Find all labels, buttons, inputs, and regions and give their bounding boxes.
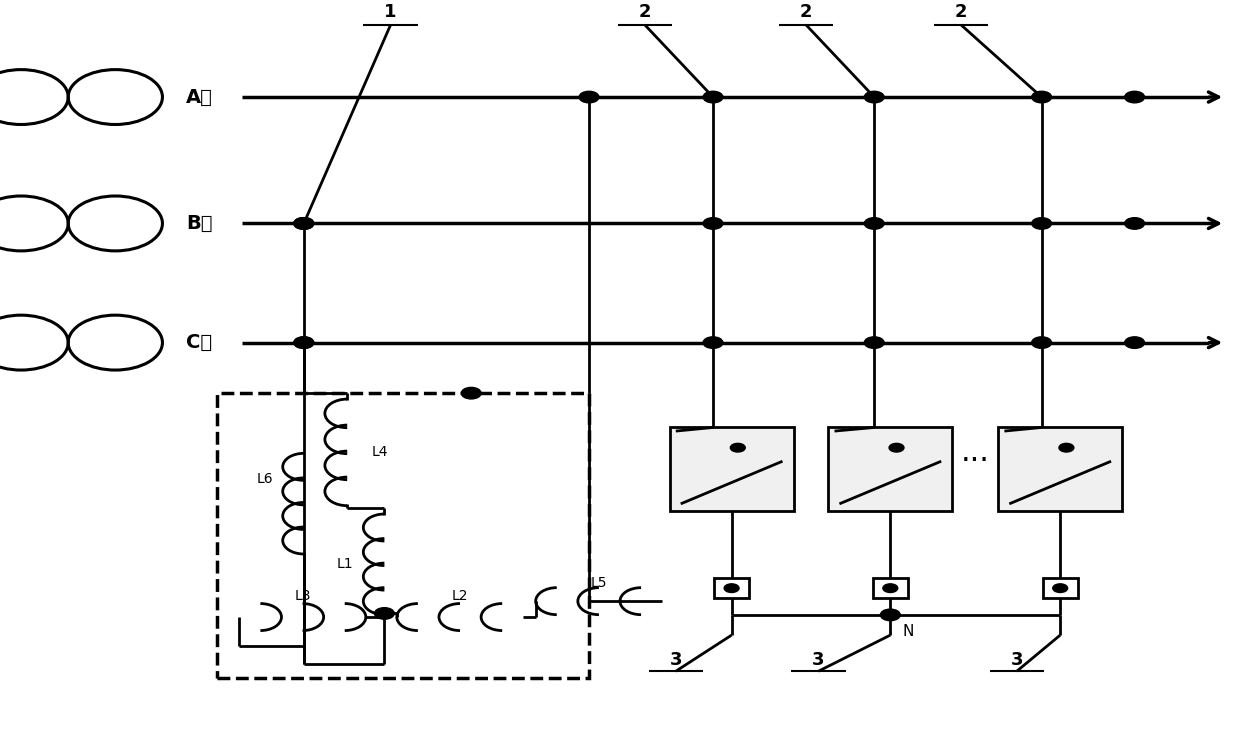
Circle shape — [703, 337, 723, 348]
Circle shape — [883, 584, 898, 593]
Circle shape — [1032, 218, 1052, 229]
Circle shape — [1053, 584, 1068, 593]
Text: 1: 1 — [384, 3, 397, 21]
Circle shape — [294, 218, 314, 229]
Circle shape — [864, 337, 884, 348]
Text: 3: 3 — [670, 651, 682, 669]
Bar — [714, 578, 749, 599]
Bar — [217, 393, 589, 679]
Circle shape — [461, 387, 481, 399]
Text: L2: L2 — [451, 588, 469, 603]
Bar — [998, 427, 1122, 510]
Text: 3: 3 — [812, 651, 825, 669]
Text: 3: 3 — [1011, 651, 1023, 669]
Circle shape — [579, 91, 599, 103]
Circle shape — [880, 609, 900, 620]
Text: L1: L1 — [337, 558, 353, 572]
Text: L6: L6 — [257, 472, 273, 486]
Text: N: N — [903, 623, 914, 639]
Circle shape — [1032, 337, 1052, 348]
Circle shape — [1125, 337, 1145, 348]
Bar — [873, 578, 908, 599]
Circle shape — [374, 608, 394, 619]
Text: 2: 2 — [955, 3, 967, 21]
Circle shape — [703, 91, 723, 103]
Circle shape — [889, 443, 904, 452]
Circle shape — [864, 91, 884, 103]
Bar — [1043, 578, 1078, 599]
Circle shape — [294, 337, 314, 348]
Text: L3: L3 — [294, 588, 311, 603]
Circle shape — [294, 337, 314, 348]
Text: A相: A相 — [186, 87, 213, 106]
Circle shape — [1125, 91, 1145, 103]
Bar — [670, 427, 794, 510]
Circle shape — [294, 218, 314, 229]
Circle shape — [730, 443, 745, 452]
Circle shape — [864, 218, 884, 229]
Circle shape — [1125, 218, 1145, 229]
Text: C相: C相 — [186, 333, 212, 352]
Circle shape — [703, 218, 723, 229]
Text: L4: L4 — [372, 445, 388, 459]
Circle shape — [294, 218, 314, 229]
Bar — [828, 427, 952, 510]
Text: 2: 2 — [800, 3, 812, 21]
Text: 2: 2 — [639, 3, 651, 21]
Text: ···: ··· — [961, 448, 990, 476]
Circle shape — [724, 584, 739, 593]
Text: L5: L5 — [590, 577, 608, 590]
Circle shape — [1059, 443, 1074, 452]
Circle shape — [1032, 91, 1052, 103]
Text: B相: B相 — [186, 214, 212, 233]
